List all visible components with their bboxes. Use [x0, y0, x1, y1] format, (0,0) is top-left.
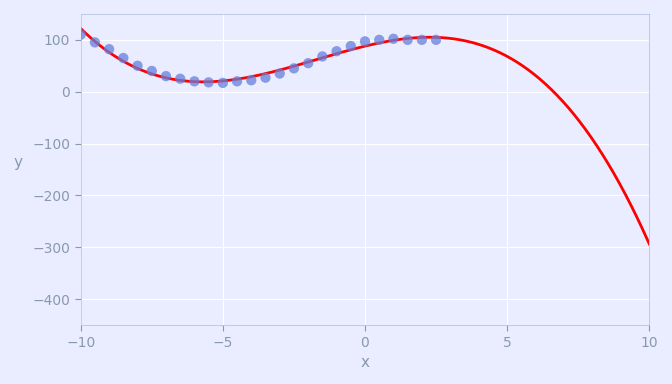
Point: [189, 78, 200, 84]
Point: [403, 37, 413, 43]
Point: [89, 39, 100, 45]
Y-axis label: y: y: [14, 154, 23, 169]
Point: [317, 53, 328, 60]
X-axis label: x: x: [360, 355, 370, 370]
Point: [345, 43, 356, 49]
Point: [274, 71, 285, 77]
Point: [132, 63, 143, 69]
Point: [203, 79, 214, 85]
Point: [431, 37, 442, 43]
Point: [218, 80, 228, 86]
Point: [288, 65, 299, 71]
Point: [388, 36, 398, 42]
Point: [303, 60, 314, 66]
Point: [360, 38, 370, 45]
Point: [232, 78, 243, 84]
Point: [417, 37, 427, 43]
Point: [331, 48, 342, 54]
Point: [175, 76, 185, 82]
Point: [75, 31, 86, 38]
Point: [103, 46, 114, 52]
Point: [374, 37, 384, 43]
Point: [246, 77, 257, 83]
Point: [161, 73, 171, 79]
Point: [146, 68, 157, 74]
Point: [260, 74, 271, 81]
Point: [118, 55, 129, 61]
